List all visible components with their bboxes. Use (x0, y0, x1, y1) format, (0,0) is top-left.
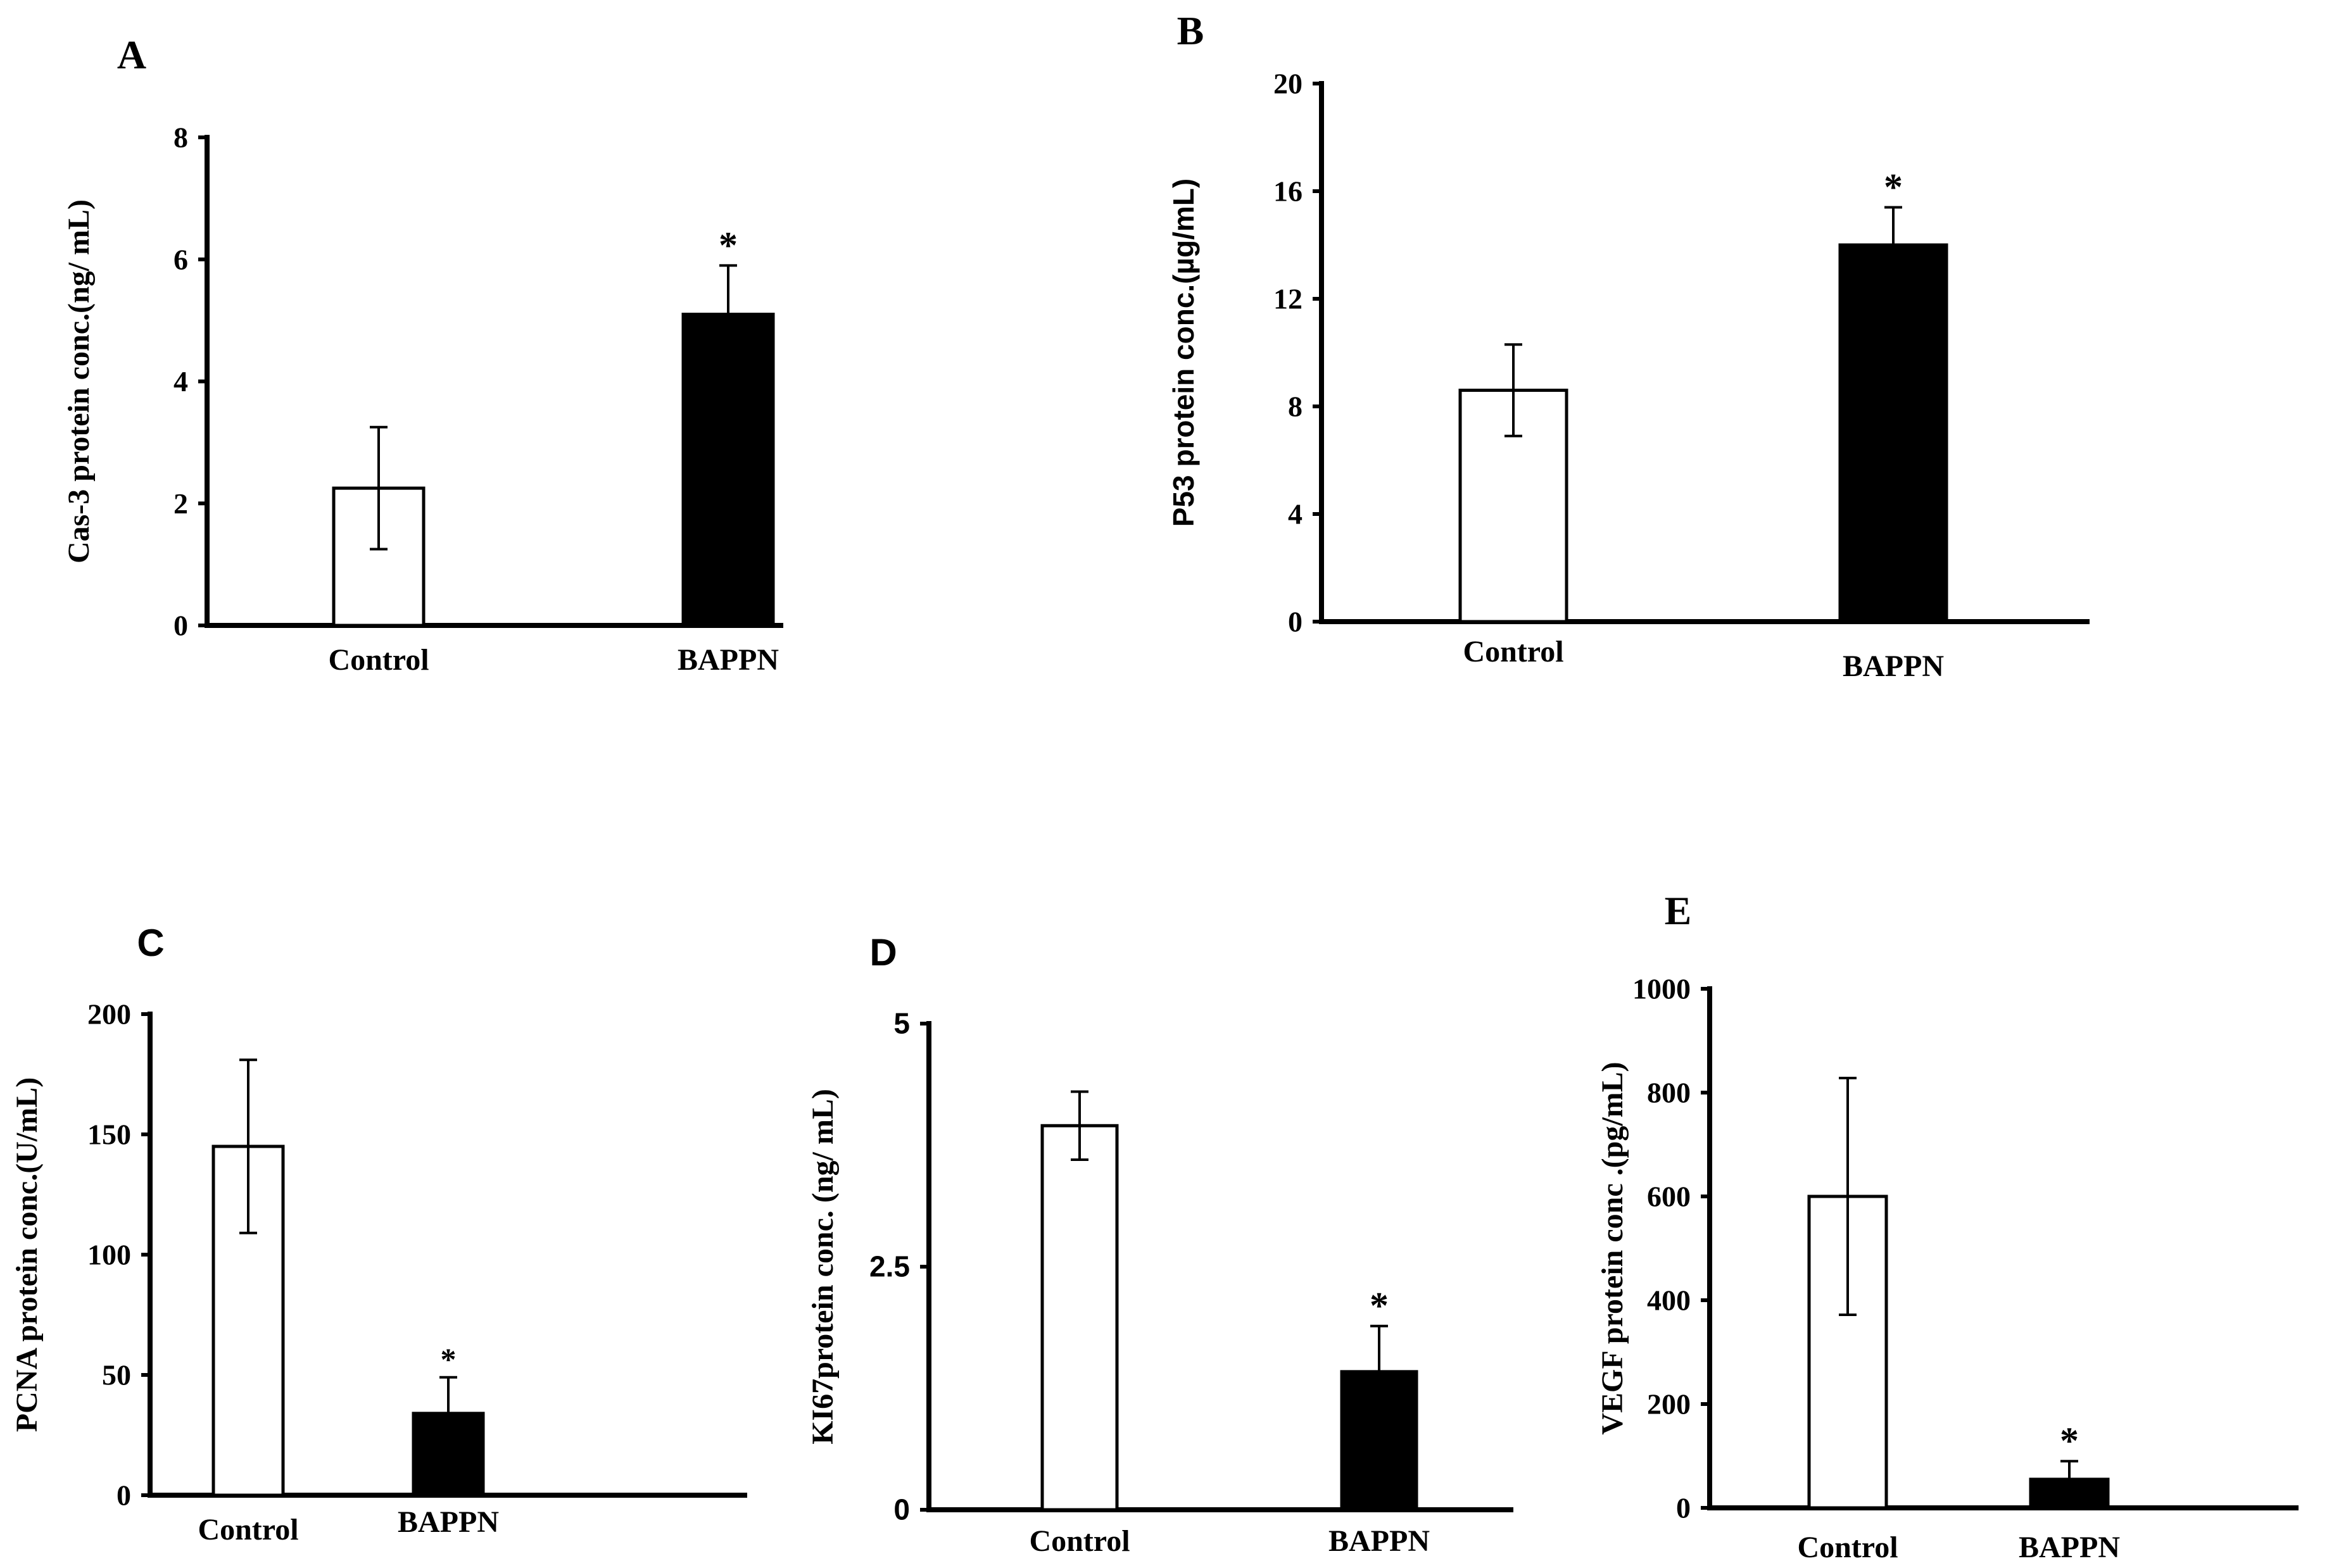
significance-marker: * (1884, 166, 1903, 208)
significance-marker: * (441, 1341, 457, 1377)
chart-panel-d: 0 2.5 5 KI67protein conc. (ng/ mL) D Control *… (806, 931, 1513, 1558)
y-tick-label: 16 (1273, 175, 1303, 208)
y-tick-label: 600 (1647, 1181, 1691, 1213)
category-label-control: Control (1029, 1524, 1130, 1558)
y-tick-label: 8 (1288, 391, 1303, 423)
bar-control (1040, 1124, 1119, 1512)
y-tick-label: 12 (1273, 283, 1303, 315)
panel-label: E (1665, 888, 1692, 933)
y-tick-label: 800 (1647, 1077, 1691, 1109)
y-axis-title: Cas-3 protein conc.(ng/ mL) (62, 199, 96, 563)
y-tick-label: 200 (1647, 1388, 1691, 1421)
y-tick-label: 0 (1288, 606, 1303, 638)
chart-panel-b: 0 4 8 12 16 20 P53 protein conc.(µg/mL) B Contro… (1167, 8, 2090, 683)
category-label-bappn: BAPPN (398, 1505, 499, 1539)
y-tick-label: 400 (1647, 1284, 1691, 1317)
category-label-bappn: BAPPN (2019, 1531, 2120, 1564)
category-label-control: Control (328, 643, 429, 677)
y-tick-label: 150 (87, 1119, 131, 1151)
bar-bappn (1838, 243, 1948, 624)
y-tick-label: 0 (173, 610, 188, 642)
y-tick-label: 2.5 (869, 1250, 910, 1283)
category-label-control: Control (1797, 1531, 1898, 1564)
chart-panel-a: 0 2 4 6 8 Cas-3 protein conc.(ng/ mL) A Control… (62, 32, 783, 677)
y-tick-label: 200 (87, 998, 131, 1031)
category-label-control: Control (1463, 635, 1563, 668)
significance-marker: * (2060, 1420, 2079, 1462)
category-label-bappn: BAPPN (678, 643, 779, 677)
panel-label: A (117, 32, 146, 77)
y-tick-label: 4 (173, 365, 188, 398)
significance-marker: * (719, 224, 738, 266)
y-tick-label: 20 (1273, 68, 1303, 100)
chart-panel-c: 0 50 100 150 200 PCNA protein conc.(U/mL) C Con… (10, 922, 747, 1546)
category-label-bappn: BAPPN (1328, 1524, 1430, 1558)
y-axis-title: P53 protein conc.(µg/mL) (1167, 179, 1200, 527)
panel-label: C (137, 922, 164, 964)
y-tick-label: 0 (1676, 1492, 1691, 1524)
panel-label: D (869, 931, 897, 974)
y-tick-label: 4 (1288, 498, 1303, 530)
y-tick-label: 100 (87, 1239, 131, 1271)
panel-label: B (1177, 8, 1204, 53)
y-axis-title: VEGF protein conc .(pg/mL) (1596, 1062, 1629, 1434)
y-tick-label: 0 (893, 1493, 910, 1526)
category-label-control: Control (198, 1513, 298, 1546)
y-axis-title: KI67protein conc. (ng/ mL) (806, 1089, 840, 1445)
y-tick-label: 50 (102, 1359, 131, 1391)
category-label-bappn: BAPPN (1843, 649, 1944, 683)
y-tick-label: 0 (117, 1479, 131, 1512)
y-tick-label: 1000 (1632, 973, 1691, 1005)
y-tick-label: 6 (173, 243, 188, 275)
y-tick-label: 8 (173, 122, 188, 154)
significance-marker: * (1370, 1285, 1389, 1327)
chart-panel-e: 0 200 400 600 800 1000 VEGF protein conc .(pg/… (1596, 888, 2299, 1564)
y-tick-label: 5 (893, 1007, 910, 1040)
y-axis-title: PCNA protein conc.(U/mL) (10, 1077, 44, 1432)
y-tick-label: 2 (173, 487, 188, 520)
